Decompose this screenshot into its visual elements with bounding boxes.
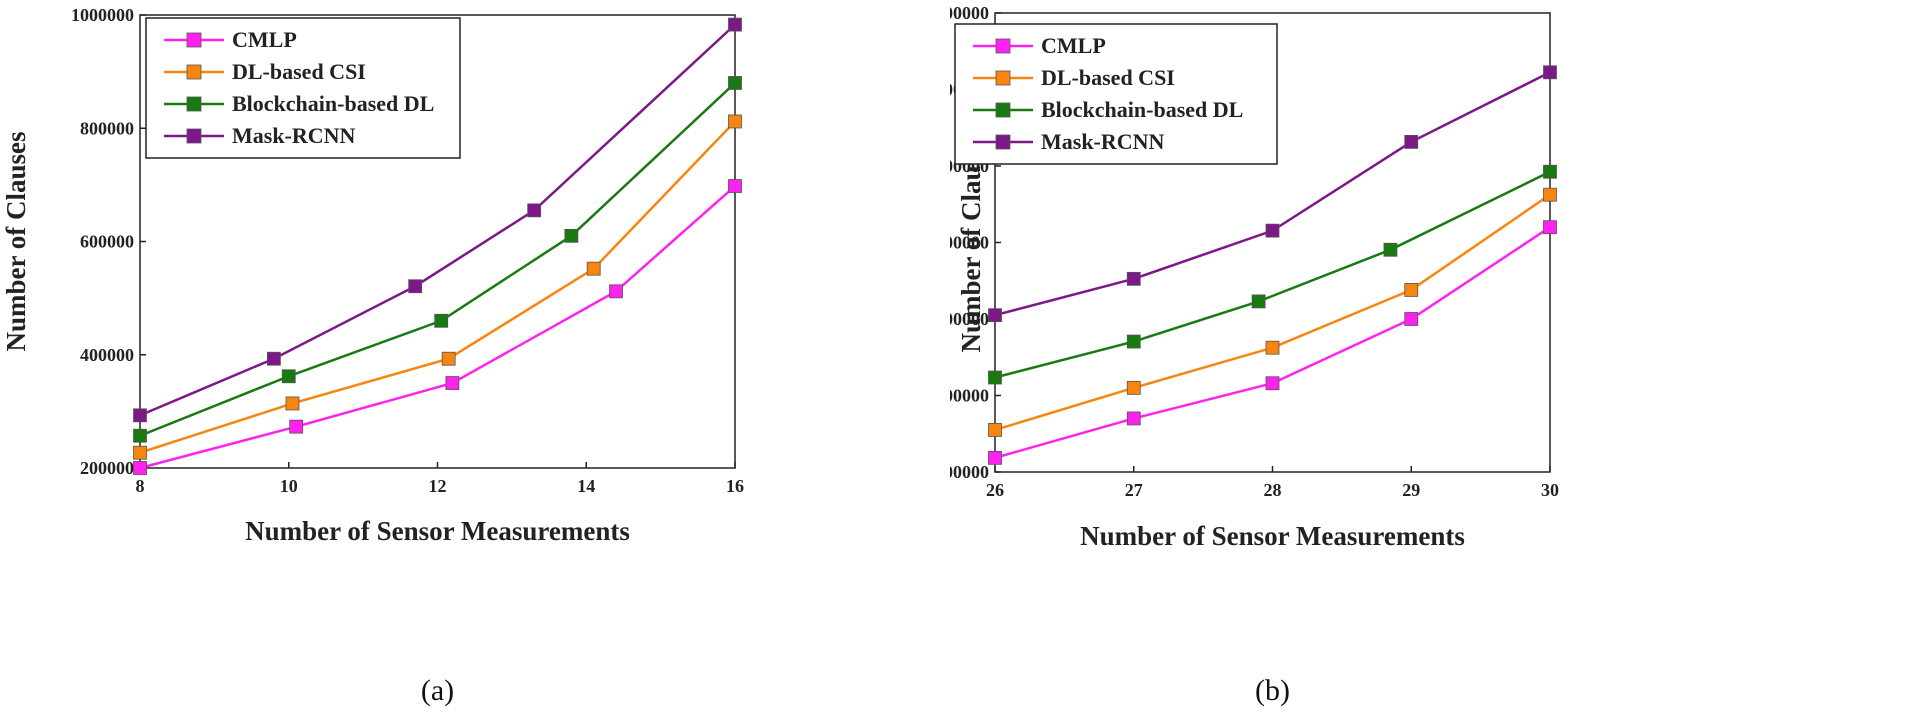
legend-label: Blockchain-based DL (1041, 97, 1243, 122)
y-tick-label: 1600000 (950, 309, 989, 329)
data-point-marker (441, 351, 456, 366)
data-point-marker (289, 419, 304, 434)
legend-marker (995, 70, 1011, 86)
series-line (139, 120, 736, 454)
x-tick-label: 28 (1264, 480, 1282, 500)
legend-marker (995, 38, 1011, 54)
data-point-marker (1543, 164, 1557, 179)
data-point-marker (564, 228, 579, 243)
panel-label: (b) (1255, 674, 1290, 707)
data-point-marker (988, 308, 1002, 323)
data-point-marker (266, 351, 281, 366)
chart-panel-b: 2627282930120000014000001600000180000020… (950, 0, 1905, 714)
y-tick-label: 200000 (80, 458, 134, 478)
x-tick-label: 30 (1541, 480, 1559, 500)
data-point-marker (1404, 135, 1419, 149)
data-point-marker (1126, 271, 1141, 286)
y-axis-label: Number of Clauses (1, 131, 31, 351)
legend-label: CMLP (232, 27, 297, 52)
data-point-marker (988, 423, 1002, 437)
chart-a-svg: 8 10 12 14 16 200000 400000 600000 800000 1000000… (1, 5, 744, 707)
data-point-marker (1126, 334, 1141, 349)
data-point-marker (434, 313, 449, 328)
data-point-marker (445, 376, 460, 390)
legend-label: DL-based CSI (232, 59, 366, 84)
data-point-marker (728, 17, 742, 32)
legend-marker (186, 32, 202, 48)
x-tick-label: 29 (1402, 480, 1420, 500)
data-point-marker (408, 279, 423, 294)
data-point-marker (1126, 411, 1141, 426)
data-point-marker (728, 114, 742, 129)
legend-marker (995, 102, 1011, 118)
data-point-marker (1251, 294, 1266, 309)
data-point-marker (1404, 283, 1419, 297)
data-point-marker (285, 396, 300, 411)
data-point-marker (1383, 242, 1398, 257)
data-point-marker (728, 76, 742, 90)
data-point-marker (133, 428, 147, 443)
legend-marker (995, 134, 1011, 150)
legend-label: DL-based CSI (1041, 65, 1175, 90)
panel-label: (a) (421, 674, 454, 707)
legend-label: Blockchain-based DL (232, 91, 434, 116)
data-point-marker (728, 179, 742, 193)
data-point-marker (133, 408, 147, 423)
data-point-marker (1543, 65, 1557, 80)
x-tick-label: 14 (577, 476, 595, 496)
x-tick-label: 8 (136, 476, 145, 496)
data-point-marker (1265, 340, 1280, 355)
y-tick-label: 2400000 (950, 3, 989, 23)
y-tick-label: 400000 (80, 345, 134, 365)
legend-marker (186, 96, 202, 112)
legend-marker (186, 128, 202, 144)
x-axis-label: Number of Sensor Measurements (245, 516, 630, 546)
x-axis-label: Number of Sensor Measurements (1080, 521, 1465, 551)
chart-b-svg: 2627282930120000014000001600000180000020… (950, 3, 1559, 707)
y-tick-label: 600000 (80, 232, 134, 252)
legend-label: CMLP (1041, 33, 1106, 58)
data-point-marker (609, 284, 623, 299)
data-point-marker (586, 261, 601, 276)
data-point-marker (1543, 187, 1557, 202)
legend-marker (186, 64, 202, 80)
legend-label: Mask-RCNN (1041, 129, 1165, 154)
data-point-marker (1404, 312, 1419, 326)
y-tick-label: 1800000 (950, 233, 989, 253)
x-tick-label: 27 (1125, 480, 1143, 500)
x-tick-label: 16 (726, 476, 744, 496)
x-tick-label: 12 (429, 476, 447, 496)
data-point-marker (281, 369, 296, 384)
y-tick-label: 1000000 (71, 5, 134, 25)
y-tick-label: 1400000 (950, 386, 989, 406)
chart-panel-a: 8 10 12 14 16 200000 400000 600000 800000 1000000… (0, 0, 950, 714)
data-point-marker (988, 450, 1002, 465)
data-point-marker (1265, 223, 1280, 238)
x-tick-label: 10 (280, 476, 298, 496)
data-point-marker (133, 461, 147, 475)
data-point-marker (988, 370, 1002, 385)
y-axis-label: Number of Clauses (956, 132, 986, 352)
data-point-marker (1543, 220, 1557, 235)
data-point-marker (1126, 380, 1141, 395)
data-point-marker (1265, 376, 1280, 391)
y-tick-label: 1200000 (950, 462, 989, 482)
data-point-marker (133, 445, 147, 460)
x-tick-label: 26 (986, 480, 1004, 500)
data-point-marker (527, 203, 542, 218)
y-tick-label: 800000 (80, 118, 134, 138)
legend-label: Mask-RCNN (232, 123, 356, 148)
